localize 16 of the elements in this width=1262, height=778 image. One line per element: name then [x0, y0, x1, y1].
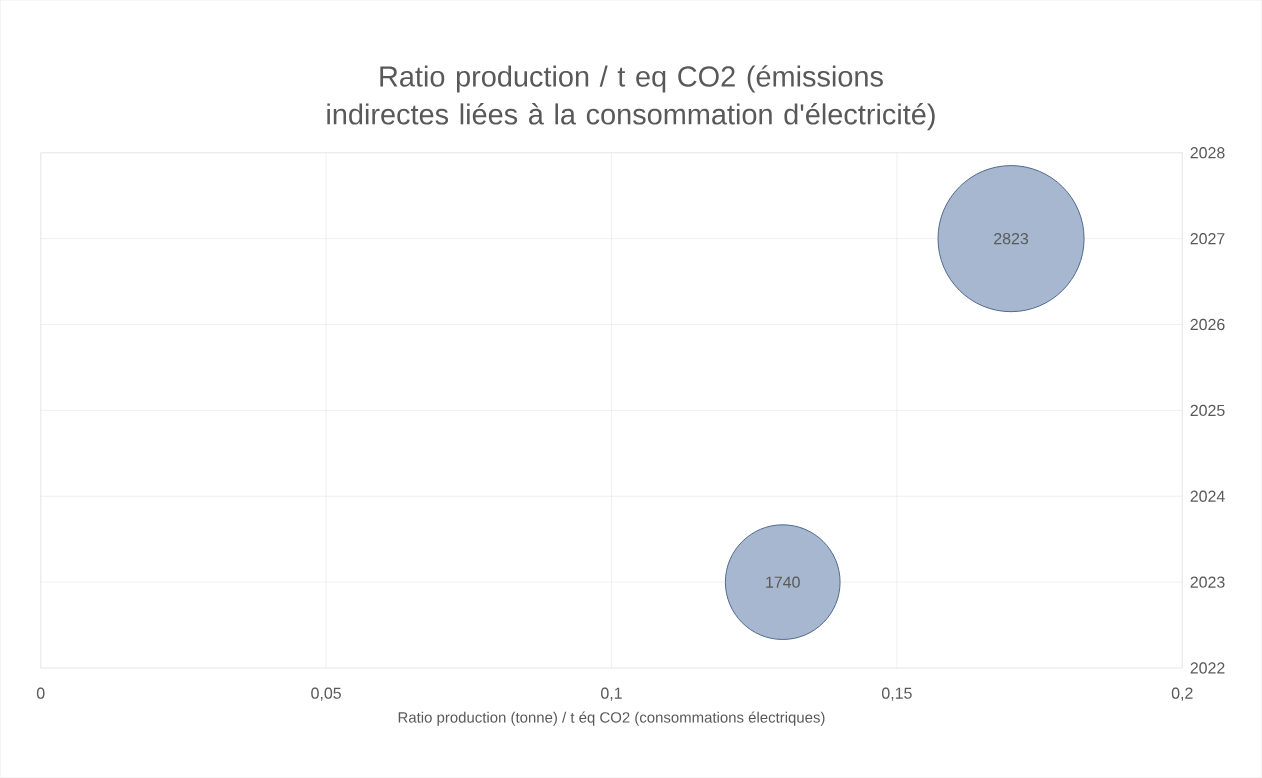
- chart-title: Ratio production / t eq CO2 (émissions indirectes liées à la consommation d'électricité): [327, 65, 935, 131]
- x-tick-label: 0,1: [601, 687, 622, 701]
- y-tick-label: 2023: [1190, 576, 1225, 588]
- y-tick-label: 2028: [1190, 147, 1225, 159]
- y-tick-label: 2025: [1190, 404, 1225, 417]
- x-tick-label: 0: [36, 687, 45, 699]
- data-label: 1740: [766, 576, 800, 588]
- x-tick-label: 0,2: [1171, 687, 1193, 701]
- x-tick-label: 0,15: [881, 687, 912, 701]
- y-tick-label: 2027: [1190, 233, 1225, 245]
- data-label: 2823: [994, 233, 1029, 245]
- y-tick-label: 2022: [1190, 662, 1225, 674]
- x-tick-label: 0,05: [311, 687, 341, 701]
- y-tick-label: 2024: [1190, 490, 1225, 503]
- x-axis-title: Ratio production (tonne) / t éq CO2 (consommations électriques): [398, 711, 825, 726]
- y-tick-label: 2026: [1190, 318, 1225, 331]
